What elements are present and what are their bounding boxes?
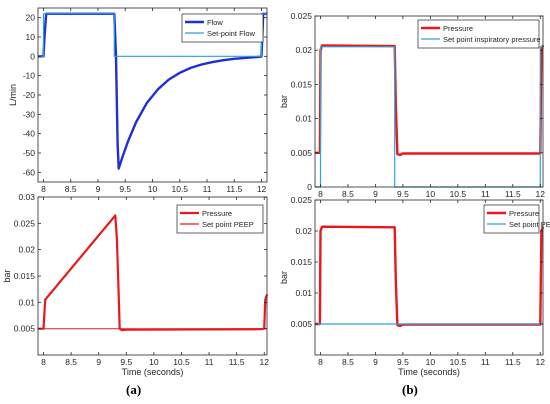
x-tick-label: 11.5 — [229, 357, 245, 367]
x-tick-label: 8.5 — [65, 357, 77, 367]
x-tick-label: 10 — [426, 357, 436, 367]
x-tick-label: 9 — [96, 184, 101, 194]
chart-b-top: 8 8.5 9 9.5 10 10.5 11 11.5 12 0.025 0.02 0.015 0.01… — [279, 11, 545, 209]
legend-box — [181, 13, 264, 43]
y-tick-label: 0.015 — [14, 271, 36, 281]
x-tick-label: 9 — [96, 357, 101, 367]
x-tick-label: 9.5 — [119, 184, 131, 194]
y-tick-label: 0 — [30, 51, 35, 61]
y-tick-label: 10 — [26, 32, 36, 42]
legend: Pressure Set point PEEP — [483, 204, 550, 234]
y-tick-label: 0.025 — [291, 11, 313, 21]
x-tick-label: 10.5 — [450, 189, 467, 199]
axes-box — [314, 199, 544, 356]
x-tick-label: 12 — [257, 184, 267, 194]
y-tick-label: -50 — [23, 148, 36, 158]
x-tick-label: 8.5 — [65, 184, 77, 194]
x-axis-label: Time (seconds) — [398, 367, 460, 377]
x-tick-label: 9.5 — [120, 357, 132, 367]
caption-a: (a) — [126, 382, 142, 397]
y-tick-label: -20 — [23, 90, 36, 100]
y-tick-label: 0.005 — [291, 319, 313, 329]
y-tick-label: -30 — [23, 109, 36, 119]
y-tick-label: -10 — [23, 71, 36, 81]
legend-box — [417, 19, 540, 49]
legend: Flow Set-point Flow — [181, 13, 264, 43]
x-axis-label: Time (seconds) — [122, 367, 184, 377]
x-tick-label: 8 — [318, 189, 323, 199]
legend-label-1: Pressure — [443, 24, 473, 33]
legend-label-2: Set point PEEP — [202, 220, 254, 229]
y-tick-label: 0.02 — [18, 245, 35, 255]
x-tick-label: 9 — [373, 189, 378, 199]
y-tick-label: 0.01 — [295, 288, 312, 298]
legend-label-2: Set point inspiratory pressure — [443, 35, 541, 44]
x-tick-label: 11 — [205, 357, 214, 367]
x-tick-label: 10.5 — [171, 184, 188, 194]
legend-label-1: Pressure — [202, 209, 232, 218]
y-tick-label: 0.01 — [295, 114, 312, 124]
x-tick-label: 10.5 — [173, 357, 190, 367]
x-tick-label: 10 — [149, 357, 159, 367]
y-tick-label: 0 — [307, 182, 312, 192]
x-tick-label: 10 — [426, 189, 436, 199]
x-tick-label: 12 — [536, 357, 546, 367]
y-tick-label: 0.03 — [18, 192, 35, 202]
y-tick-label: -60 — [23, 167, 36, 177]
x-tick-label: 11.5 — [505, 189, 521, 199]
x-tick-label: 8 — [41, 184, 46, 194]
legend: Pressure Set point PEEP — [176, 204, 264, 234]
chart-a-top: 8 8.5 9 9.5 10 10.5 11 11.5 12 20 10 0 -10 -20 -30 -40 -… — [8, 7, 268, 194]
legend-box — [483, 204, 540, 234]
legend-label-1: Flow — [207, 18, 223, 27]
y-axis-label: bar — [279, 271, 289, 284]
x-tick-label: 9.5 — [397, 357, 409, 367]
series-line-2 — [315, 46, 543, 188]
y-tick-label: 0.025 — [291, 195, 313, 205]
y-tick-label: 0.025 — [14, 218, 36, 228]
chart-b-bottom: 8 8.5 9 9.5 10 10.5 11 11.5 12 0.025 0.02 0.015 0.01… — [279, 195, 550, 377]
y-tick-label: 0.005 — [14, 324, 36, 334]
x-tick-label: 8 — [41, 357, 46, 367]
x-tick-label: 11 — [481, 357, 490, 367]
y-tick-label: 0.015 — [291, 79, 313, 89]
x-tick-label: 10.5 — [450, 357, 467, 367]
x-tick-label: 8.5 — [342, 357, 354, 367]
axes-box — [314, 15, 544, 188]
x-tick-label: 8.5 — [342, 189, 354, 199]
legend-label-1: Pressure — [509, 209, 539, 218]
y-tick-label: -40 — [23, 129, 36, 139]
x-tick-label: 10 — [148, 184, 158, 194]
legend-label-2: Set-point Flow — [207, 29, 256, 38]
y-tick-label: 20 — [26, 13, 36, 23]
x-tick-label: 8 — [318, 357, 323, 367]
x-tick-label: 12 — [536, 189, 546, 199]
y-axis-label: bar — [2, 269, 12, 282]
x-tick-label: 9 — [373, 357, 378, 367]
series-line-1 — [315, 225, 545, 328]
y-axis-label: L/min — [8, 84, 18, 106]
y-tick-label: 0.005 — [291, 148, 313, 158]
legend-box — [176, 204, 264, 234]
y-axis-label: bar — [279, 95, 289, 108]
y-tick-label: 0.02 — [295, 226, 312, 236]
y-tick-label: 0.02 — [295, 45, 312, 55]
x-tick-label: 9.5 — [397, 189, 409, 199]
x-tick-label: 11 — [481, 189, 490, 199]
y-tick-label: 0.015 — [291, 257, 313, 267]
x-tick-label: 12 — [260, 357, 270, 367]
x-tick-label: 11.5 — [505, 357, 521, 367]
y-tick-label: 0.01 — [18, 297, 35, 307]
legend: Pressure Set point inspiratory pressure — [417, 19, 541, 49]
legend-label-2: Set point PEEP — [509, 220, 550, 229]
chart-a-bottom: 8 8.5 9 9.5 10 10.5 11 11.5 12 0.03 0.025 0.02 0.015… — [2, 192, 269, 377]
caption-b: (b) — [402, 382, 418, 397]
x-tick-label: 11.5 — [226, 184, 242, 194]
x-tick-label: 11 — [203, 184, 212, 194]
